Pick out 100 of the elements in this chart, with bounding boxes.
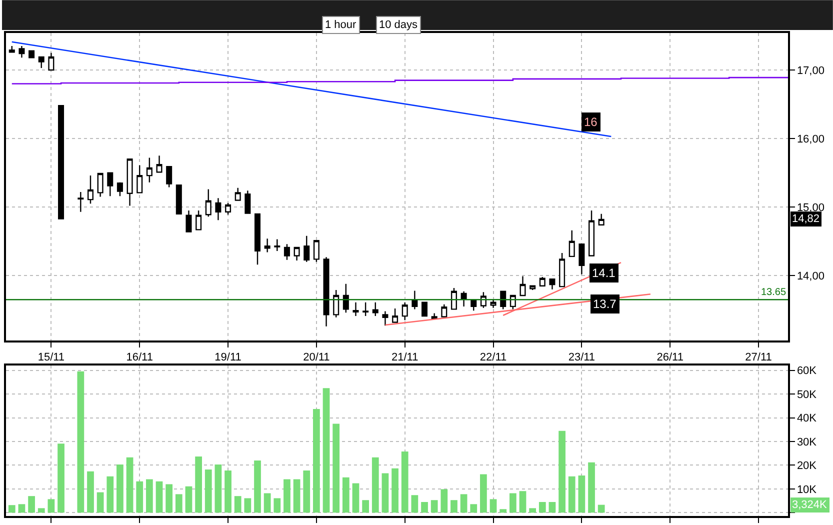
y-tick-label: 17,00 [796,64,824,77]
candlestick [78,191,84,212]
candlestick [264,238,270,253]
candlestick [254,213,260,266]
candlestick [450,287,457,310]
annotation: 14.1 [592,266,616,280]
bar [293,479,300,513]
bar [126,457,134,513]
bar [244,498,252,513]
bar [382,473,389,513]
bar [136,481,144,513]
x-tick-label: 22/11 [480,352,507,364]
bar [362,500,369,513]
candlestick [578,243,585,275]
bar [116,464,124,513]
candlestick [156,155,162,173]
candlestick [568,230,575,258]
candlestick [402,302,408,321]
text: 1 hour [325,19,357,31]
bar [146,479,153,513]
bar [598,504,605,513]
bar [8,505,16,513]
candlestick [490,299,496,308]
bar [440,489,448,513]
bar [195,456,202,513]
candlestick [441,304,448,318]
bar [96,492,104,513]
bar [38,508,45,513]
x-tick-label: 21/11 [392,352,418,364]
bar [421,502,428,513]
bar [470,504,478,513]
bar [87,471,94,513]
x-tick-label: 15/11 [38,352,65,364]
candlestick [294,246,300,262]
bar [106,476,114,513]
candlestick [176,184,182,215]
candlestick [422,302,428,317]
candlestick [87,174,94,204]
text: 10 days [379,19,418,31]
bar [28,496,35,513]
candlestick [18,45,25,58]
bar [185,486,192,513]
bar [48,499,55,513]
bar [538,502,546,513]
annotation: 14,82 [792,213,820,225]
candlestick [549,278,556,290]
candlestick [304,235,310,263]
candlestick [539,276,546,286]
y-tick-label: 10K [796,484,818,496]
bar [18,504,26,513]
candlestick [323,256,330,327]
bar [490,499,497,513]
annotation: 16 [584,115,598,129]
bar [401,451,408,513]
bar [264,493,271,513]
y-tick-label: 14,00 [796,270,824,282]
x-tick-label: 27/11 [745,352,772,364]
candlestick [166,165,172,188]
bar [204,470,212,513]
candlestick [38,56,44,69]
bar [342,477,350,513]
x-tick-label: 20/11 [303,352,330,364]
candlestick [460,290,467,308]
candlestick [205,188,212,218]
bar [430,500,438,513]
candlestick [97,172,104,198]
candlestick [146,157,152,184]
bar [58,444,64,513]
candlestick [559,252,566,288]
bar [460,494,468,513]
bar [156,481,163,513]
y-tick-label: 40K [796,412,818,425]
candlestick [284,243,290,260]
candlestick [520,276,526,296]
candlestick [244,190,251,214]
candlestick [116,182,123,197]
candlestick [48,52,54,71]
candlestick [8,45,15,53]
candlestick [372,302,378,317]
candlestick [333,289,340,318]
bar [558,430,566,513]
y-tick-label: 20K [796,460,818,472]
candlestick [58,105,64,220]
bar [578,475,586,513]
y-tick-label: 50K [796,388,818,401]
bar [372,457,379,513]
candlestick [382,310,388,326]
candlestick [215,198,222,221]
bar [509,493,516,513]
bar [214,464,222,513]
candlestick [598,213,604,226]
bar [548,502,556,513]
candlestick [500,290,506,310]
bar [322,388,330,513]
candlestick [588,210,595,256]
candlestick [392,308,398,323]
candlestick [480,291,486,308]
bar [166,484,173,513]
bar [175,494,182,513]
y-tick-label: 15,00 [796,202,824,214]
